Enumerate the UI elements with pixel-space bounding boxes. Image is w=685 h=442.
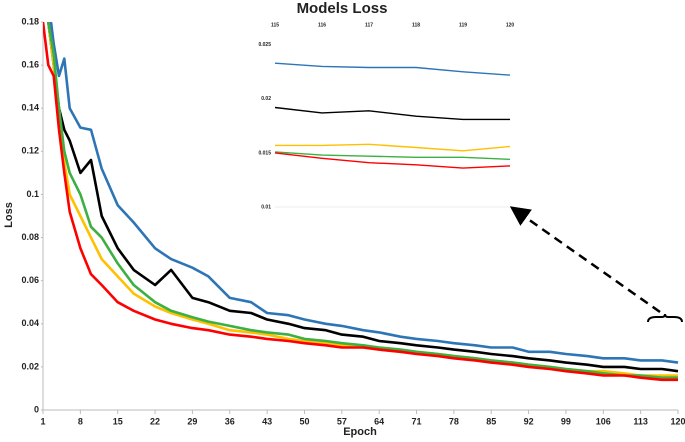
x-tick-label: 8 <box>78 416 83 426</box>
y-tick-label: 0.12 <box>21 146 39 156</box>
loss-line <box>275 143 511 152</box>
loss-line <box>46 22 678 379</box>
loss-line <box>274 151 511 161</box>
x-tick-label: 78 <box>449 416 459 426</box>
x-tick-label: 115 <box>271 22 279 28</box>
x-tick-label: 57 <box>337 416 347 426</box>
loss-line <box>274 62 511 76</box>
loss-line <box>46 22 679 373</box>
x-tick-label: 43 <box>262 416 272 426</box>
x-tick-label: 116 <box>318 22 326 28</box>
x-tick-label: 50 <box>299 416 309 426</box>
y-tick-label: 0.16 <box>21 59 39 69</box>
y-tick-label: 0 <box>34 404 39 414</box>
y-tick-label: 0.06 <box>21 275 39 285</box>
zoom-arrow <box>509 206 661 314</box>
y-tick-label: 0.02 <box>21 361 39 371</box>
y-tick-label: 0.1 <box>26 189 39 199</box>
loss-line <box>274 152 511 169</box>
loss-line <box>46 22 678 377</box>
loss-line <box>49 22 679 364</box>
x-tick-label: 117 <box>365 22 373 28</box>
y-axis-label: Loss <box>3 202 15 228</box>
x-tick-label: 99 <box>561 416 571 426</box>
x-tick-label: 92 <box>524 416 534 426</box>
x-tick-label: 85 <box>486 416 496 426</box>
y-tick-label: 0.01 <box>261 204 271 210</box>
x-tick-label: 1 <box>40 416 45 426</box>
y-tick-label: 0.02 <box>261 96 271 102</box>
loss-line <box>43 22 678 382</box>
y-tick-label: 0.04 <box>21 318 39 328</box>
y-tick-label: 0.08 <box>21 232 39 242</box>
x-tick-label: 119 <box>459 22 467 28</box>
x-axis-label: Epoch <box>343 426 377 438</box>
x-tick-label: 106 <box>596 416 611 426</box>
y-tick-label: 0.14 <box>21 103 39 113</box>
x-tick-label: 118 <box>412 22 420 28</box>
y-tick-label: 0.18 <box>21 16 39 26</box>
y-tick-label: 0.025 <box>258 42 271 48</box>
x-tick-label: 64 <box>374 416 384 426</box>
x-tick-label: 113 <box>633 416 648 426</box>
x-tick-label: 120 <box>670 416 685 426</box>
bracket <box>647 313 683 323</box>
chart-title: Models Loss <box>297 0 388 17</box>
x-tick-label: 71 <box>412 416 422 426</box>
x-tick-label: 22 <box>150 416 160 426</box>
x-tick-label: 36 <box>225 416 235 426</box>
x-tick-label: 29 <box>187 416 197 426</box>
loss-line <box>274 106 510 121</box>
x-tick-label: 120 <box>506 22 515 28</box>
x-tick-label: 15 <box>113 416 123 426</box>
y-tick-label: 0.015 <box>258 150 271 156</box>
